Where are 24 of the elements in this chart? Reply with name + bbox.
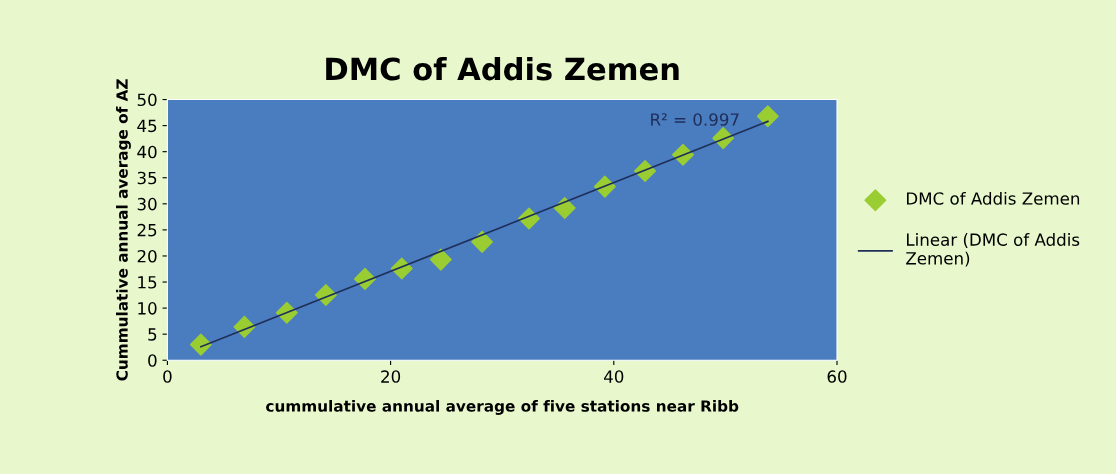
chart-title: DMC of Addis Zemen — [326, 56, 679, 81]
y-tick-label: 35 — [137, 171, 157, 185]
legend-label: Linear (DMC of Addis Zemen) — [906, 233, 1080, 267]
y-axis-title: Cummulative annual average of AZ — [116, 79, 131, 381]
legend-label: DMC of Addis Zemen — [907, 191, 1080, 205]
y-tick-label: 25 — [137, 223, 157, 237]
point — [756, 105, 779, 128]
x-tick-label: 0 — [163, 370, 172, 383]
point — [471, 230, 494, 253]
x-tick-label: 60 — [827, 370, 847, 383]
y-tick-label: 30 — [137, 197, 157, 211]
y-tick-label: 5 — [148, 328, 157, 341]
point — [429, 248, 452, 271]
y-tick-label: 50 — [137, 93, 157, 107]
y-tick-label: 0 — [148, 354, 157, 367]
y-tick-label: 10 — [138, 302, 157, 315]
y-tick-label: 15 — [138, 276, 157, 289]
x-tick-label: 40 — [604, 370, 624, 383]
x-tick-label: 20 — [381, 370, 401, 383]
y-tick-label: 20 — [137, 249, 157, 263]
y-tick-label: 40 — [137, 145, 157, 159]
x-axis-title: cummulative annual average of five stations near Ribb — [266, 399, 739, 415]
y-tick-label: 45 — [137, 119, 157, 133]
annotation: R² = 0.997 — [651, 113, 739, 126]
